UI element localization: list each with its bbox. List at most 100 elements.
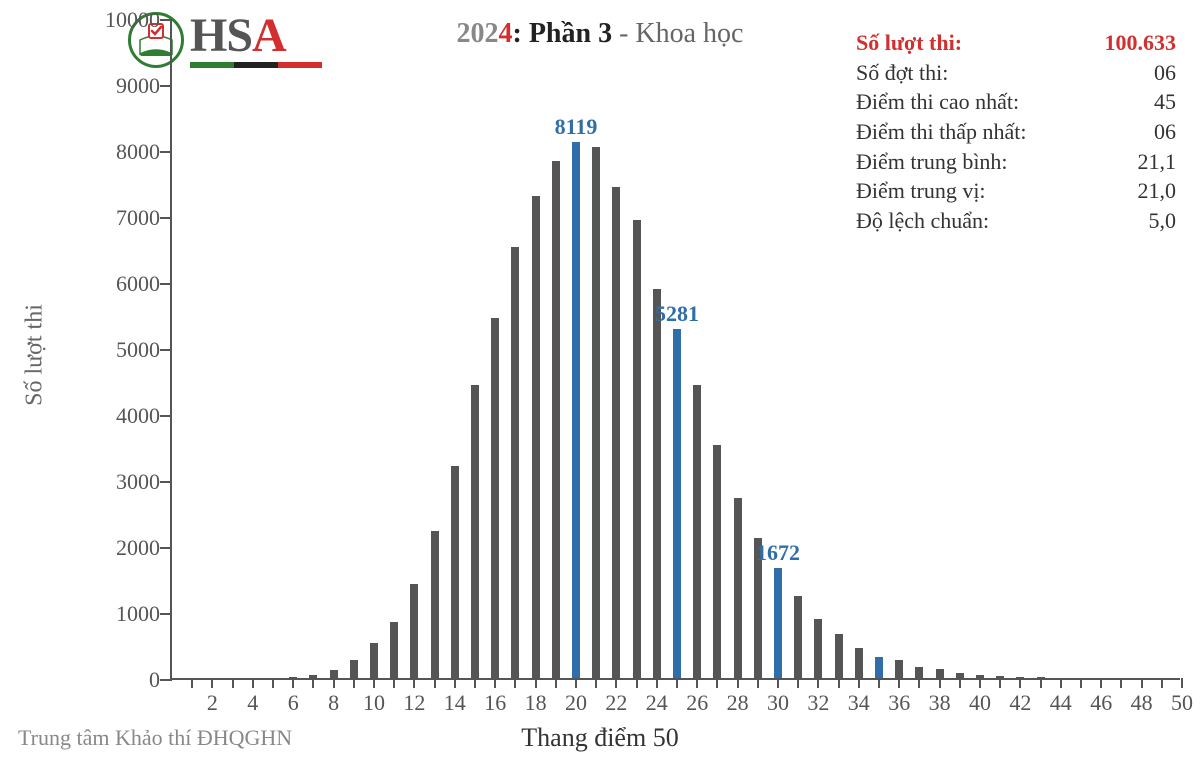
histogram-bar xyxy=(673,329,681,678)
x-tick-label: 26 xyxy=(686,690,708,716)
y-tick xyxy=(160,349,172,351)
x-tick xyxy=(615,678,617,688)
histogram-bar xyxy=(532,196,540,678)
x-tick xyxy=(636,678,638,688)
histogram-bar xyxy=(451,466,459,678)
x-tick xyxy=(353,678,355,688)
x-tick xyxy=(716,678,718,688)
x-tick xyxy=(292,678,294,688)
histogram-bar xyxy=(410,584,418,678)
x-tick-label: 10 xyxy=(363,690,385,716)
x-tick-label: 2 xyxy=(207,690,218,716)
x-tick-label: 32 xyxy=(807,690,829,716)
x-tick-label: 36 xyxy=(888,690,910,716)
bar-value-label: 5281 xyxy=(655,301,699,327)
y-tick-label: 9000 xyxy=(92,73,160,99)
y-tick xyxy=(160,613,172,615)
y-tick-label: 7000 xyxy=(92,205,160,231)
histogram-bar xyxy=(552,161,560,678)
y-tick xyxy=(160,415,172,417)
histogram-bar xyxy=(976,675,984,678)
x-tick xyxy=(918,678,920,688)
x-tick xyxy=(535,678,537,688)
x-tick-label: 24 xyxy=(646,690,668,716)
x-tick xyxy=(1040,678,1042,688)
y-tick xyxy=(160,217,172,219)
y-tick xyxy=(160,19,172,21)
x-tick xyxy=(1161,678,1163,688)
x-tick xyxy=(333,678,335,688)
x-tick xyxy=(252,678,254,688)
x-tick xyxy=(777,678,779,688)
x-tick xyxy=(1080,678,1082,688)
x-tick xyxy=(312,678,314,688)
x-tick xyxy=(959,678,961,688)
y-tick xyxy=(160,151,172,153)
histogram-bar xyxy=(693,385,701,678)
x-tick xyxy=(393,678,395,688)
x-tick xyxy=(1120,678,1122,688)
x-tick xyxy=(656,678,658,688)
x-tick xyxy=(737,678,739,688)
x-tick-label: 34 xyxy=(848,690,870,716)
x-tick-label: 44 xyxy=(1050,690,1072,716)
x-tick-label: 12 xyxy=(403,690,425,716)
y-tick-label: 6000 xyxy=(92,271,160,297)
histogram-bar xyxy=(330,670,338,678)
y-axis-label: Số lượt thi xyxy=(22,304,49,406)
x-tick-label: 42 xyxy=(1009,690,1031,716)
x-tick xyxy=(454,678,456,688)
x-tick xyxy=(999,678,1001,688)
histogram-bar xyxy=(370,643,378,678)
y-tick-label: 4000 xyxy=(92,403,160,429)
x-tick xyxy=(838,678,840,688)
x-tick xyxy=(434,678,436,688)
x-tick xyxy=(858,678,860,688)
y-tick xyxy=(160,481,172,483)
histogram-bar xyxy=(734,498,742,678)
histogram-bar xyxy=(774,568,782,678)
x-tick-label: 8 xyxy=(328,690,339,716)
histogram-bar xyxy=(633,220,641,678)
histogram-bar xyxy=(612,187,620,678)
histogram-bar xyxy=(936,669,944,678)
histogram-bar xyxy=(996,676,1004,678)
histogram-bar xyxy=(794,596,802,678)
histogram-bar xyxy=(895,660,903,678)
x-tick-label: 48 xyxy=(1131,690,1153,716)
histogram-bar xyxy=(814,619,822,678)
histogram-bar xyxy=(350,660,358,678)
histogram-bar xyxy=(875,657,883,678)
histogram-bar xyxy=(592,147,600,678)
histogram-bar xyxy=(572,142,580,678)
y-tick-label: 3000 xyxy=(92,469,160,495)
x-tick xyxy=(696,678,698,688)
x-tick xyxy=(575,678,577,688)
y-tick-label: 0 xyxy=(92,667,160,693)
y-tick-label: 5000 xyxy=(92,337,160,363)
x-tick xyxy=(514,678,516,688)
x-tick xyxy=(1141,678,1143,688)
x-tick xyxy=(939,678,941,688)
histogram-bar xyxy=(855,648,863,678)
x-tick xyxy=(1019,678,1021,688)
histogram-bar xyxy=(289,677,297,678)
bar-value-label: 1672 xyxy=(756,540,800,566)
plot-area: 0100020003000400050006000700080009000100… xyxy=(170,20,1180,680)
y-tick-label: 10000 xyxy=(92,7,160,33)
y-tick-label: 1000 xyxy=(92,601,160,627)
histogram-bar xyxy=(309,675,317,678)
histogram-bar xyxy=(390,622,398,678)
x-tick xyxy=(878,678,880,688)
x-tick xyxy=(555,678,557,688)
x-tick xyxy=(1181,678,1183,688)
page-root: H S A 2024: Phần 3 - Khoa học Số lượt th… xyxy=(0,0,1200,759)
histogram-bar xyxy=(713,445,721,678)
x-tick xyxy=(595,678,597,688)
y-tick-label: 8000 xyxy=(92,139,160,165)
x-tick xyxy=(979,678,981,688)
x-tick-label: 22 xyxy=(605,690,627,716)
x-tick-label: 50 xyxy=(1171,690,1193,716)
histogram-chart: Số lượt thi 0100020003000400050006000700… xyxy=(35,0,1190,720)
x-tick xyxy=(413,678,415,688)
